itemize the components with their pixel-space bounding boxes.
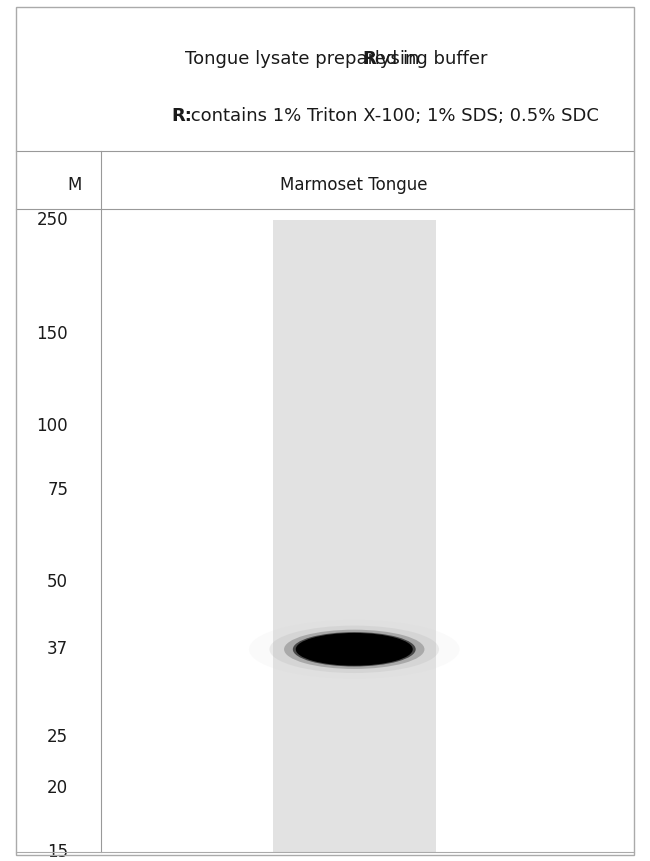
- Ellipse shape: [296, 633, 413, 666]
- Text: R:: R:: [172, 108, 192, 125]
- Text: 37: 37: [47, 641, 68, 659]
- Text: 20: 20: [47, 778, 68, 796]
- Ellipse shape: [292, 632, 416, 666]
- Ellipse shape: [269, 626, 439, 673]
- Text: R: R: [363, 50, 376, 67]
- Ellipse shape: [284, 629, 424, 669]
- Text: Tongue lysate prepared in R lysing buffer: Tongue lysate prepared in R lysing buffe…: [139, 50, 511, 67]
- Text: contains 1% Triton X-100; 1% SDS; 0.5% SDC: contains 1% Triton X-100; 1% SDS; 0.5% S…: [185, 108, 599, 125]
- Text: 100: 100: [36, 417, 68, 435]
- Text: 150: 150: [36, 325, 68, 344]
- Text: M: M: [68, 177, 82, 194]
- Text: 50: 50: [47, 573, 68, 591]
- Text: 25: 25: [47, 728, 68, 746]
- Text: 75: 75: [47, 481, 68, 499]
- Text: 250: 250: [36, 211, 68, 228]
- Text: lysing buffer: lysing buffer: [369, 50, 488, 67]
- Text: Marmoset Tongue: Marmoset Tongue: [281, 177, 428, 194]
- Text: Tongue lysate prepared in: Tongue lysate prepared in: [185, 50, 425, 67]
- Text: 15: 15: [47, 844, 68, 861]
- Bar: [273, 220, 436, 852]
- Ellipse shape: [249, 620, 460, 678]
